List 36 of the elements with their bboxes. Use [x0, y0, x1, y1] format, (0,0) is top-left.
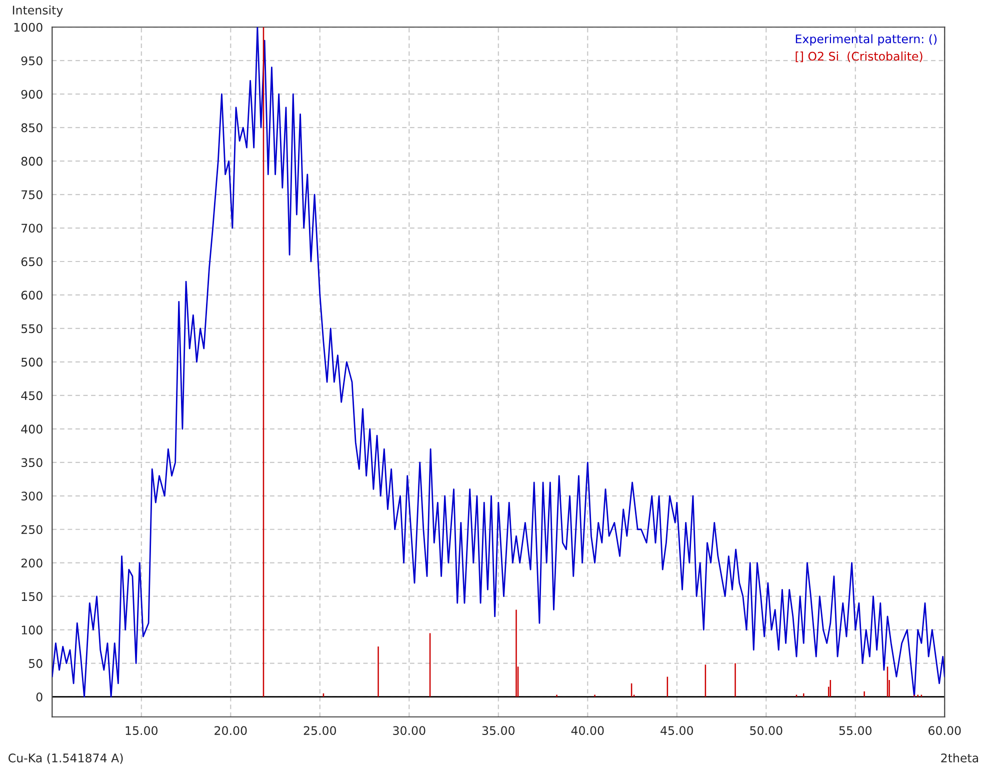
y-tick-label: 250 — [21, 525, 42, 534]
y-tick-label: 550 — [22, 324, 42, 334]
x-tick-label: 35.00 — [482, 726, 515, 736]
y-tick-label: 800 — [21, 156, 42, 166]
x-tick-label: 45.00 — [660, 726, 694, 736]
y-tick-label: 1000 — [14, 22, 42, 32]
y-tick-label: 450 — [21, 391, 42, 400]
y-tick-label: 750 — [22, 190, 42, 200]
y-tick-label: 150 — [22, 592, 42, 601]
y-tick-label: 700 — [22, 224, 42, 233]
y-tick-label: 300 — [21, 492, 42, 501]
y-tick-label: 950 — [21, 56, 42, 66]
x-tick-label: 50.00 — [750, 726, 782, 736]
y-tick-label: 900 — [21, 90, 42, 99]
x-axis-title: 2theta — [941, 753, 978, 762]
y-tick-label: 350 — [21, 458, 42, 468]
x-tick-label: 25.00 — [304, 726, 336, 736]
x-tick-label: 20.00 — [214, 726, 247, 736]
text: [] O2 Si (Cristobalite) — [796, 52, 922, 62]
y-tick-label: 50 — [29, 659, 42, 668]
y-tick-label: 200 — [21, 558, 42, 568]
y-axis-title: Intensity — [12, 5, 63, 17]
y-tick-label: 650 — [21, 257, 42, 266]
x-tick-label: 40.00 — [571, 726, 604, 736]
y-tick-label: 0 — [36, 692, 42, 702]
x-tick-label: 60.00 — [928, 726, 961, 736]
y-tick-label: 500 — [22, 358, 42, 367]
x-tick-label: 55.00 — [839, 726, 872, 736]
x-tick-label: 30.00 — [393, 726, 426, 736]
y-tick-label: 100 — [22, 626, 42, 634]
y-tick-label: 600 — [21, 290, 42, 300]
x-tick-label: 15.00 — [126, 726, 158, 736]
y-tick-label: 850 — [21, 123, 42, 132]
y-tick-label: 400 — [21, 424, 42, 434]
text: Experimental pattern: () — [796, 34, 937, 46]
text: Cu-Ka (1.541874 A) — [8, 753, 123, 764]
